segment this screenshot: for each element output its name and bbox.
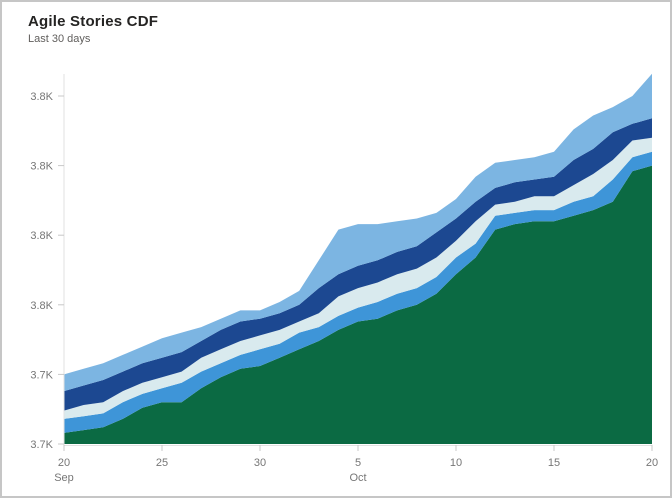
area-band-1-green (64, 165, 652, 444)
area-band-2-bright-blue (64, 151, 652, 433)
x-month-label: Oct (349, 472, 366, 484)
chart-header: Agile Stories CDF Last 30 days (28, 13, 158, 45)
y-tick-label: 3.8K (30, 300, 53, 312)
area-band-3-pale-blue (64, 137, 652, 419)
chart-subtitle: Last 30 days (28, 33, 91, 45)
x-month-label: Sep (54, 472, 74, 484)
y-tick-label: 3.8K (30, 91, 53, 103)
x-tick-label: 20 (646, 457, 658, 469)
x-tick-label: 15 (548, 457, 560, 469)
x-tick-label: 10 (450, 457, 462, 469)
area-band-5-light-blue (64, 73, 652, 392)
y-tick-label: 3.7K (30, 369, 53, 381)
y-tick-label: 3.8K (30, 230, 53, 242)
y-tick-label: 3.8K (30, 161, 53, 173)
x-tick-label: 25 (156, 457, 168, 469)
x-tick-label: 5 (355, 457, 361, 469)
y-tick-label: 3.7K (30, 439, 53, 451)
area-band-4-dark-blue (64, 118, 652, 411)
chart-title: Agile Stories CDF (28, 13, 159, 30)
x-tick-label: 30 (254, 457, 266, 469)
x-tick-label: 20 (58, 457, 70, 469)
